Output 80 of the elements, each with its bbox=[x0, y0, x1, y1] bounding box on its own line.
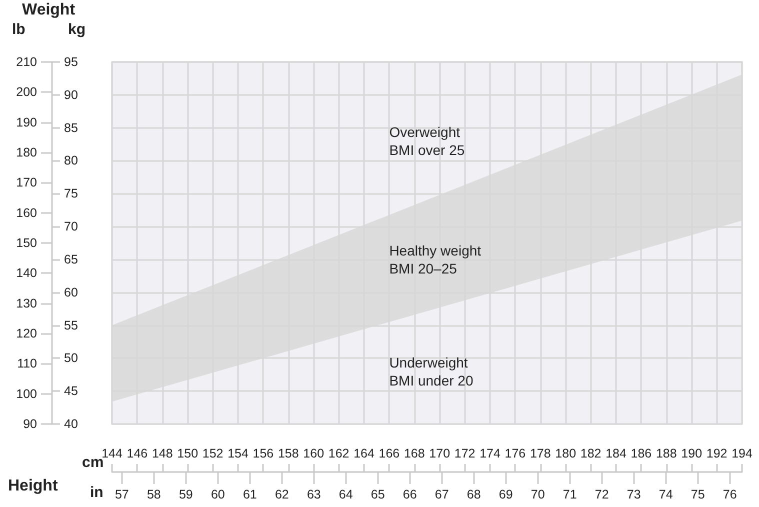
x2-tick-label: 68 bbox=[466, 488, 481, 502]
x-tick-label: 178 bbox=[530, 446, 551, 460]
y2-tick-label: 110 bbox=[17, 356, 38, 371]
x-tick-label: 168 bbox=[404, 446, 425, 460]
x2-axis-title: in bbox=[90, 484, 104, 501]
x2-tick-label: 75 bbox=[690, 488, 705, 502]
y2-tick-label: 140 bbox=[16, 266, 38, 280]
annotation: Underweight BMI under 20 bbox=[389, 354, 474, 388]
x2-tick-label: 74 bbox=[658, 488, 673, 502]
x-tick-label: 170 bbox=[429, 446, 450, 460]
x2-tick-label: 58 bbox=[146, 488, 161, 502]
y-tick-label: 65 bbox=[64, 252, 78, 266]
x2-tick-label: 65 bbox=[370, 488, 385, 502]
y2-tick-label: 90 bbox=[23, 417, 38, 431]
x-tick-label: 176 bbox=[504, 446, 526, 460]
x-tick-label: 162 bbox=[328, 446, 350, 460]
x-tick-label: 148 bbox=[152, 446, 173, 460]
y2-tick-label: 150 bbox=[16, 236, 38, 250]
x-tick-label: 160 bbox=[303, 446, 324, 460]
y2-tick-label: 170 bbox=[16, 176, 38, 190]
text: Weight bbox=[22, 2, 76, 18]
x2-tick-label: 61 bbox=[242, 488, 257, 502]
x-tick-label: 152 bbox=[202, 446, 224, 460]
y-tick-label: 40 bbox=[64, 417, 78, 431]
y-tick-label: 85 bbox=[64, 120, 78, 135]
x2-tick-label: 59 bbox=[178, 488, 193, 502]
y-tick-label: 70 bbox=[64, 220, 78, 234]
x-tick-label: 172 bbox=[454, 446, 476, 460]
text: Height bbox=[8, 478, 58, 494]
x-tick-label: 156 bbox=[252, 446, 274, 460]
x-tick-label: 184 bbox=[606, 446, 626, 460]
y-tick-label: 80 bbox=[64, 154, 78, 168]
x2-tick-label: 71 bbox=[562, 488, 577, 502]
y2-tick-label: 200 bbox=[16, 85, 38, 100]
x-tick-label: 186 bbox=[630, 446, 652, 460]
y2-tick-label: 160 bbox=[16, 206, 38, 220]
x2-tick-label: 67 bbox=[434, 488, 449, 502]
y-tick-label: 60 bbox=[64, 285, 78, 300]
y-tick-label: 95 bbox=[64, 55, 78, 69]
x2-tick-label: 70 bbox=[530, 488, 545, 502]
y-tick-label: 90 bbox=[64, 88, 78, 102]
x2-tick-label: 66 bbox=[402, 488, 417, 502]
y2-tick-label: 190 bbox=[16, 115, 38, 130]
x2-tick-label: 64 bbox=[338, 488, 353, 502]
x-tick-label: 146 bbox=[126, 446, 148, 460]
x2-tick-label: 63 bbox=[306, 488, 321, 502]
x2-tick-label: 73 bbox=[626, 488, 641, 502]
x-tick-label: 166 bbox=[378, 446, 400, 460]
annotation: Healthy weight BMI 20–25 bbox=[389, 242, 482, 276]
x2-tick-label: 76 bbox=[722, 488, 737, 502]
y2-tick-label: 130 bbox=[16, 296, 38, 310]
x2-tick-label: 69 bbox=[498, 488, 513, 502]
annotation: Overweight BMI over 25 bbox=[389, 124, 465, 158]
x2-tick-label: 60 bbox=[210, 488, 225, 502]
x-tick-label: 192 bbox=[706, 446, 728, 460]
y-tick-label: 55 bbox=[64, 318, 78, 332]
y2-tick-label: 100 bbox=[16, 386, 38, 401]
x-tick-label: 182 bbox=[580, 446, 602, 460]
x-axis-title: cm bbox=[82, 454, 104, 471]
x-tick-label: 154 bbox=[228, 446, 248, 460]
x-tick-label: 144 bbox=[102, 446, 122, 460]
x-tick-label: 188 bbox=[656, 446, 677, 460]
y2-axis-title: lb bbox=[12, 21, 26, 38]
y-tick-label: 45 bbox=[64, 384, 78, 398]
x-tick-label: 158 bbox=[278, 446, 299, 460]
x-tick-label: 190 bbox=[681, 446, 702, 460]
x-tick-label: 150 bbox=[177, 446, 198, 460]
x-tick-label: 164 bbox=[354, 446, 374, 460]
y-tick-label: 75 bbox=[64, 186, 78, 201]
y2-tick-label: 120 bbox=[16, 326, 38, 340]
y-axis-title: kg bbox=[68, 21, 86, 38]
x2-tick-label: 72 bbox=[594, 488, 609, 502]
y2-tick-label: 180 bbox=[16, 146, 38, 160]
x-tick-label: 174 bbox=[480, 446, 500, 460]
x-tick-label: 194 bbox=[732, 446, 752, 460]
y-tick-label: 50 bbox=[64, 351, 78, 366]
x-tick-label: 180 bbox=[555, 446, 576, 460]
x2-tick-label: 62 bbox=[274, 488, 289, 502]
x2-tick-label: 57 bbox=[114, 488, 129, 502]
y2-tick-label: 210 bbox=[16, 55, 38, 69]
